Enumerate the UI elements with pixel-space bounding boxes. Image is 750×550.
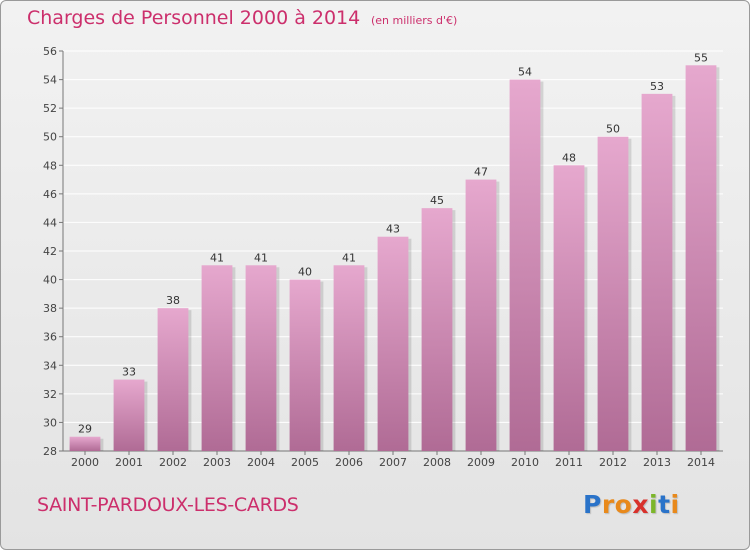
data-label: 40	[298, 266, 312, 279]
x-tick-label: 2004	[247, 456, 275, 469]
data-label: 41	[342, 251, 356, 264]
data-label: 38	[166, 294, 180, 307]
x-tick-label: 2011	[555, 456, 583, 469]
bar	[685, 65, 717, 452]
y-tick-label: 40	[43, 274, 57, 287]
x-tick-label: 2012	[599, 456, 627, 469]
data-label: 41	[210, 251, 224, 264]
bar	[289, 279, 321, 451]
bar	[333, 265, 365, 451]
data-label: 41	[254, 251, 268, 264]
chart-title: Charges de Personnel 2000 à 2014	[27, 7, 361, 29]
bar	[377, 236, 409, 451]
data-label: 29	[78, 423, 92, 436]
data-label: 45	[430, 194, 444, 207]
commune-name: SAINT-PARDOUX-LES-CARDS	[37, 494, 299, 516]
data-label: 53	[650, 80, 664, 93]
y-tick-label: 50	[43, 131, 57, 144]
bar	[597, 136, 629, 451]
logo-letter: r	[601, 490, 615, 519]
bar	[553, 165, 585, 452]
x-tick-label: 2006	[335, 456, 363, 469]
bar	[245, 265, 277, 451]
bar	[201, 265, 233, 451]
logo-letter: x	[632, 490, 649, 519]
chart-subtitle: (en milliers d'€)	[371, 14, 458, 27]
bar	[421, 208, 453, 451]
y-tick-label: 38	[43, 302, 57, 315]
y-tick-label: 56	[43, 45, 57, 58]
data-label: 33	[122, 366, 136, 379]
y-tick-label: 36	[43, 331, 57, 344]
data-label: 43	[386, 223, 400, 236]
x-tick-label: 2014	[687, 456, 715, 469]
x-tick-label: 2009	[467, 456, 495, 469]
data-labels: 29 33 38 41 41 40 41 43 45 47 54 48 50 53 55	[78, 51, 708, 435]
bar	[113, 379, 145, 451]
x-tick-label: 2013	[643, 456, 671, 469]
y-tick-label: 30	[43, 416, 57, 429]
data-label: 55	[694, 51, 708, 64]
x-tick-label: 2010	[511, 456, 539, 469]
logo-letter: i	[649, 490, 659, 519]
x-tick-label: 2008	[423, 456, 451, 469]
x-tick-label: 2003	[203, 456, 231, 469]
proxiti-logo[interactable]: Proxiti	[583, 490, 680, 519]
logo-letter: P	[583, 490, 602, 519]
y-tick-label: 46	[43, 188, 57, 201]
x-tick-label: 2005	[291, 456, 319, 469]
x-tick-label: 2002	[159, 456, 187, 469]
x-tick-label: 2001	[115, 456, 143, 469]
y-tick-label: 32	[43, 388, 57, 401]
y-tick-label: 52	[43, 102, 57, 115]
bars	[69, 65, 720, 452]
bar	[641, 93, 673, 451]
logo-letter: i	[670, 490, 680, 519]
bar	[509, 79, 541, 452]
y-tick-label: 34	[43, 359, 57, 372]
logo-letter: o	[614, 490, 633, 519]
logo-letter: t	[658, 490, 671, 519]
data-label: 54	[518, 66, 532, 79]
bar	[157, 308, 189, 451]
y-tick-label: 44	[43, 216, 57, 229]
data-label: 50	[606, 123, 620, 136]
y-tick-label: 54	[43, 74, 57, 87]
y-tick-label: 42	[43, 245, 57, 258]
x-tick-label: 2007	[379, 456, 407, 469]
bar	[69, 436, 101, 451]
y-tick-label: 48	[43, 159, 57, 172]
y-tick-label: 28	[43, 445, 57, 458]
x-tick-label: 2000	[71, 456, 99, 469]
bar	[465, 179, 497, 452]
data-label: 47	[474, 166, 488, 179]
data-label: 48	[562, 151, 576, 164]
